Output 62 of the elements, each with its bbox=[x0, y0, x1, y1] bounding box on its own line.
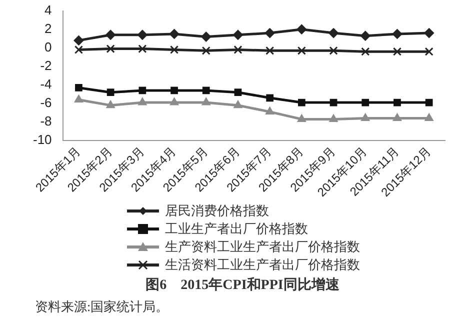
point bbox=[170, 86, 178, 94]
point bbox=[394, 98, 401, 106]
point bbox=[425, 98, 433, 106]
point bbox=[329, 46, 338, 55]
point bbox=[232, 30, 243, 40]
point bbox=[424, 47, 434, 56]
point bbox=[361, 47, 370, 56]
point bbox=[202, 98, 211, 106]
point bbox=[138, 98, 147, 106]
legend-label: 居民消费价格指数 bbox=[165, 202, 269, 220]
point bbox=[392, 113, 402, 122]
point bbox=[360, 30, 370, 41]
point bbox=[106, 30, 116, 40]
text: 图6 2015年CPI和PPI同比增速 bbox=[144, 276, 340, 294]
point bbox=[202, 46, 210, 55]
point bbox=[424, 28, 434, 38]
point bbox=[234, 100, 242, 108]
point bbox=[392, 47, 402, 56]
point bbox=[75, 84, 82, 92]
point bbox=[170, 45, 179, 54]
point bbox=[424, 113, 434, 122]
legend-label: 生活资料工业生产者出厂价格指数 bbox=[165, 256, 360, 274]
point bbox=[266, 46, 274, 55]
text: 资料来源:国家统计局。 bbox=[35, 298, 170, 316]
y-tick-label: 4 bbox=[44, 2, 52, 18]
legend-label: 生产资料工业生产者出厂价格指数 bbox=[165, 238, 360, 256]
point bbox=[74, 35, 84, 46]
point bbox=[265, 106, 274, 115]
point bbox=[360, 113, 370, 122]
y-tick-label: -4 bbox=[40, 76, 52, 92]
point bbox=[201, 32, 212, 42]
point bbox=[106, 44, 115, 54]
y-tick-label: 2 bbox=[44, 20, 52, 36]
y-tick-label: -8 bbox=[40, 114, 52, 129]
point bbox=[234, 45, 242, 54]
point bbox=[106, 88, 114, 96]
point bbox=[234, 88, 242, 96]
y-tick-label: -6 bbox=[40, 95, 52, 110]
y-tick-label: -10 bbox=[32, 132, 52, 148]
point bbox=[298, 98, 306, 106]
y-tick-label: -2 bbox=[40, 58, 52, 73]
point bbox=[138, 44, 147, 54]
point bbox=[169, 28, 180, 39]
point bbox=[266, 94, 274, 102]
legend-label: 工业生产者出厂价格指数 bbox=[165, 220, 308, 238]
point bbox=[264, 28, 275, 38]
point bbox=[74, 45, 83, 54]
point bbox=[330, 98, 338, 106]
point bbox=[329, 114, 338, 122]
point bbox=[138, 86, 146, 94]
point bbox=[362, 98, 370, 106]
point bbox=[297, 114, 306, 122]
point bbox=[297, 46, 306, 55]
point bbox=[296, 24, 307, 34]
point bbox=[74, 94, 84, 103]
point bbox=[392, 28, 402, 39]
point bbox=[137, 30, 148, 40]
point bbox=[106, 100, 115, 108]
point bbox=[202, 86, 210, 94]
y-tick-label: 0 bbox=[44, 39, 52, 54]
point bbox=[170, 98, 179, 106]
point bbox=[328, 28, 339, 38]
